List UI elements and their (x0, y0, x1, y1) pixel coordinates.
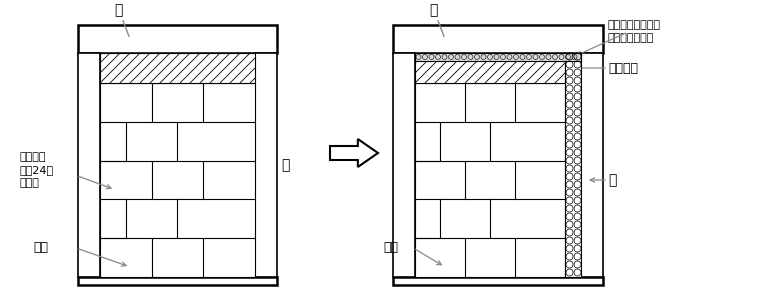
Bar (565, 53, 581, 277)
Text: 砖体: 砖体 (383, 241, 398, 255)
Bar (78, 25, 277, 53)
Bar (78, 53, 100, 277)
Text: 梁: 梁 (429, 3, 437, 17)
Text: 梁: 梁 (114, 3, 122, 17)
Text: 柱: 柱 (608, 173, 616, 187)
Polygon shape (330, 139, 378, 167)
Text: 斜砖顶紧: 斜砖顶紧 (608, 62, 638, 75)
Bar (393, 277, 603, 285)
Bar (393, 53, 415, 277)
Bar (255, 53, 277, 277)
Bar (415, 53, 581, 61)
Bar (100, 53, 255, 83)
Bar (393, 25, 603, 53)
Bar (415, 53, 565, 83)
Bar (415, 83, 565, 277)
Bar (78, 277, 277, 285)
Text: 砖体: 砖体 (33, 241, 48, 255)
Text: 柱: 柱 (281, 158, 290, 172)
Bar (100, 83, 255, 277)
Text: 砖体与钉筋混凝土
交接面铺钉丝网: 砖体与钉筋混凝土 交接面铺钉丝网 (608, 20, 661, 43)
Bar (581, 53, 603, 277)
Text: 砖筑完后
停置24小
时以上: 砖筑完后 停置24小 时以上 (20, 152, 54, 188)
